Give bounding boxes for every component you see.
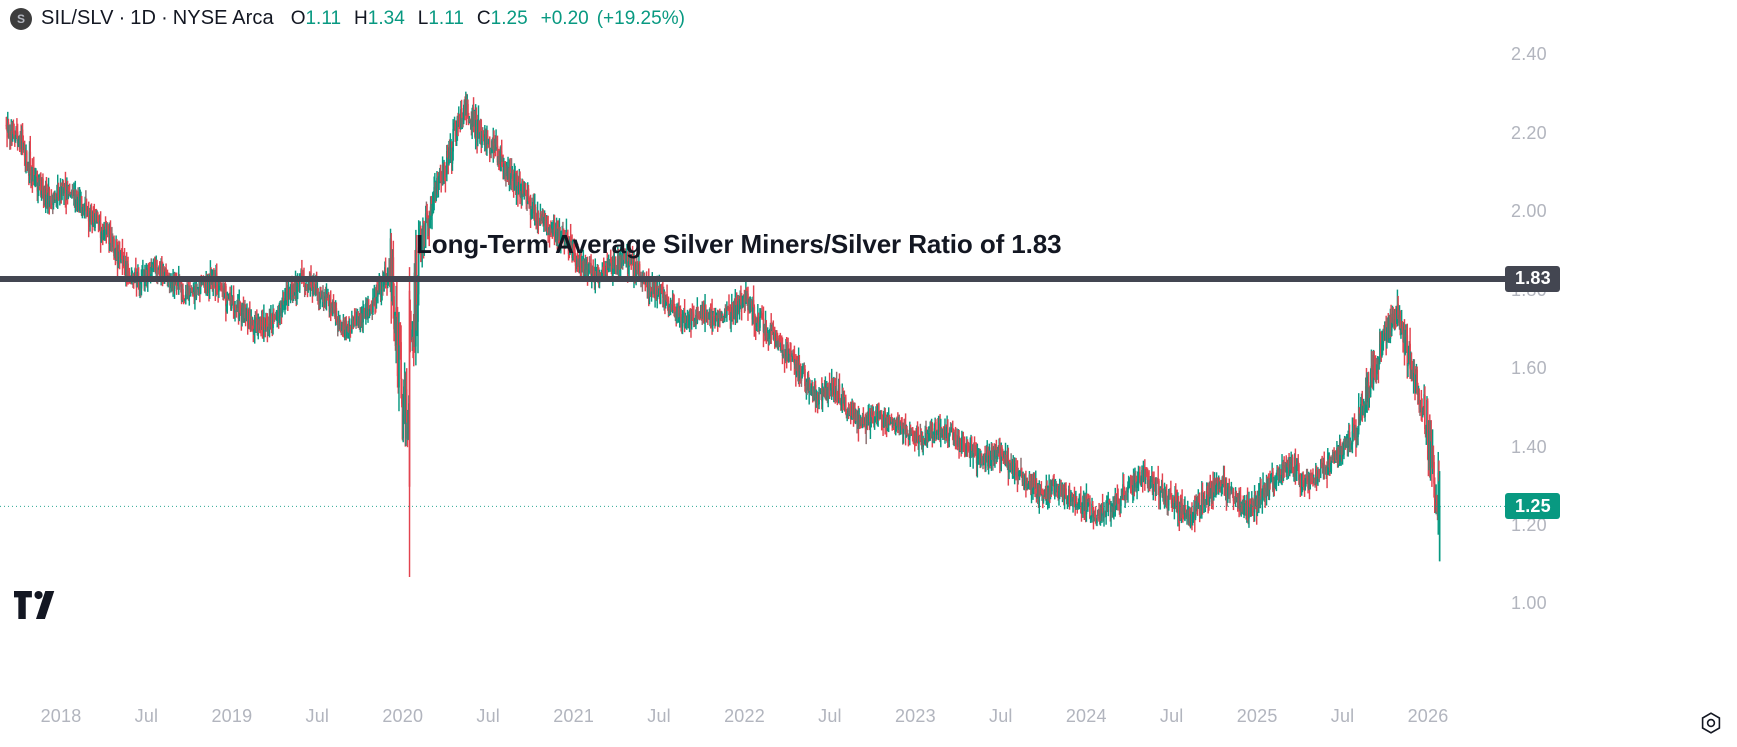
price-tick-2-40: 2.40 [1511,44,1547,65]
price-tick-1-00: 1.00 [1511,593,1547,614]
candlestick-series [0,91,1505,577]
hline-price-badge[interactable]: 1.83 [1505,265,1560,292]
ohlc-low-key: L [417,7,429,29]
chart-legend[interactable]: S SIL/SLV · 1D · NYSE Arca O1.11 H1.34 L… [10,7,693,30]
ohlc-close-key: C [476,7,491,29]
ohlc-high-key: H [354,7,368,29]
change-percent: (+19.25%) [596,7,685,29]
target-icon[interactable] [1699,711,1723,735]
date-tick-11: Jul [989,706,1013,726]
price-tick-2-20: 2.20 [1511,122,1547,143]
ohlc-low-value: 1.11 [428,7,464,29]
symbol-avatar: S [10,7,32,30]
date-tick-9: Jul [818,706,842,726]
exchange-label[interactable]: NYSE Arca [172,7,274,29]
date-tick-2: 2019 [211,706,253,726]
ohlc-high: H1.34 [354,8,405,30]
ohlc-open: O1.11 [291,8,341,30]
price-tick-1-20: 1.20 [1511,514,1547,535]
date-tick-15: Jul [1330,706,1355,726]
chart-plot-area[interactable] [0,28,1505,624]
change-absolute: +0.20 [540,7,589,29]
symbol-name[interactable]: SIL/SLV [41,7,114,29]
ohlc-open-key: O [290,7,306,29]
date-tick-10: 2023 [894,706,936,726]
date-tick-7: Jul [647,706,671,726]
date-tick-14: 2025 [1236,706,1278,726]
ohlc-low: L1.11 [418,8,464,30]
date-tick-13: Jul [1159,706,1184,726]
date-tick-1: Jul [134,706,159,726]
date-tick-16: 2026 [1407,706,1449,726]
date-tick-4: 2020 [382,706,424,726]
legend-separator-2: · [161,7,168,29]
ohlc-values: O1.11 H1.34 L1.11 C1.25 +0.20 (+19.25%) [291,8,693,30]
price-tick-2-00: 2.00 [1511,201,1547,222]
price-tick-1-60: 1.60 [1511,358,1547,379]
date-tick-12: 2024 [1065,706,1107,726]
ohlc-open-value: 1.11 [305,7,342,29]
date-tick-6: 2021 [553,706,595,726]
date-tick-0: 2018 [40,706,82,726]
date-tick-5: Jul [476,706,500,726]
price-tick-1-40: 1.40 [1511,436,1547,457]
price-axis[interactable]: 2.402.202.001.801.601.401.201.001.831.25 [1505,0,1737,690]
hline-annotation-label[interactable]: Long-Term Average Silver Miners/Silver R… [416,229,1062,259]
date-tick-3: Jul [305,706,330,726]
last-price-badge[interactable]: 1.25 [1505,493,1560,520]
legend-separator-1: · [118,7,126,29]
ohlc-close: C1.25 [477,8,528,30]
ohlc-high-value: 1.34 [367,7,405,29]
date-tick-8: 2022 [724,706,765,726]
tradingview-logo[interactable] [14,590,60,620]
ohlc-close-value: 1.25 [490,7,528,29]
interval-label[interactable]: 1D [130,7,157,29]
date-axis[interactable]: 2018 Jul 2019 Jul 2020 Jul 2021 Jul 2022 Jul 2023 J… [0,690,1737,747]
